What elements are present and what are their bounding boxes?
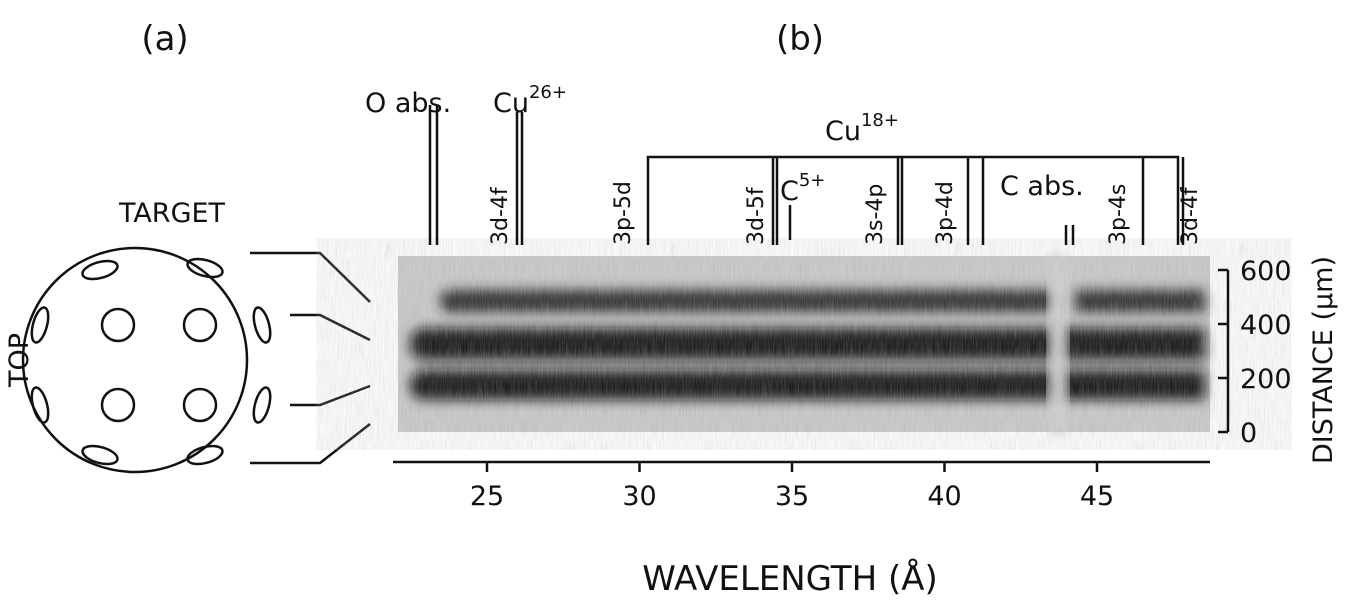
x-tick-label: 40 — [927, 481, 961, 512]
x-tick-label: 30 — [622, 481, 656, 512]
transition-label: 3d-4f — [488, 186, 513, 245]
y-axis-label: DISTANCE (μm) — [1308, 256, 1339, 464]
line-label: C5+ — [780, 170, 825, 207]
x-tick-label: 35 — [775, 481, 809, 512]
line-label: C abs. — [1000, 171, 1084, 202]
line-markers — [428, 105, 1185, 245]
charge: 5+ — [799, 170, 826, 191]
top-label: TOP — [4, 333, 35, 388]
charge: 18+ — [861, 110, 899, 131]
spectrum-image — [398, 256, 1210, 432]
transition-label: 3p-5d — [611, 181, 636, 245]
transition-label: 3d-5f — [744, 186, 769, 245]
target-label: TARGET — [118, 198, 226, 229]
x-axis-label: WAVELENGTH (Å) — [642, 558, 938, 599]
ion: Cu — [493, 88, 529, 119]
transition-label: 3s-4p — [863, 184, 888, 245]
y-tick-label: 200 — [1240, 364, 1292, 395]
line-label: Cu18+ — [825, 110, 899, 147]
x-tick-label: 25 — [470, 481, 504, 512]
panel-label: (b) — [776, 19, 824, 59]
transition-label: 3p-4s — [1106, 184, 1131, 245]
y-tick-label: 400 — [1240, 310, 1292, 341]
ion: Cu — [825, 116, 861, 147]
transition-label: 3d-4f — [1178, 186, 1203, 245]
panel-label: (a) — [141, 19, 188, 59]
y-tick-label: 0 — [1240, 418, 1257, 449]
ion: C — [780, 176, 799, 207]
target — [21, 246, 371, 474]
line-label: Cu26+ — [493, 82, 567, 119]
x-tick-label: 45 — [1080, 481, 1114, 512]
y-tick-label: 600 — [1240, 256, 1292, 287]
transition-label: 3p-4d — [933, 181, 958, 245]
charge: 26+ — [529, 82, 567, 103]
line-label: O abs. — [365, 88, 451, 119]
